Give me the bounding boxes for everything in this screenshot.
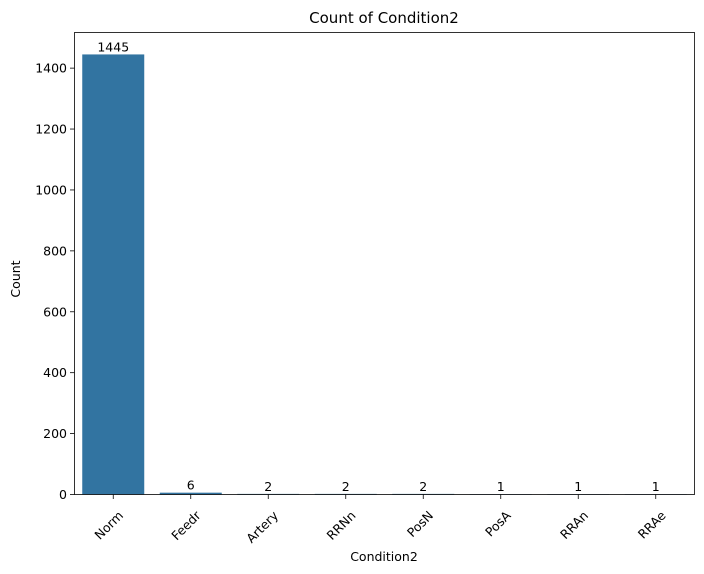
data-labels-group: 1445 6 2 2 2 1 1 1 bbox=[97, 39, 659, 494]
bar-feedr bbox=[159, 492, 222, 495]
chart-title: Count of Condition2 bbox=[309, 9, 459, 27]
y-tick-label-1000: 1000 bbox=[35, 182, 67, 197]
data-label-norm: 1445 bbox=[97, 39, 129, 54]
data-label-feedr: 6 bbox=[187, 478, 195, 493]
y-tick-label-1400: 1400 bbox=[35, 61, 67, 76]
x-tick-label-posa: PosA bbox=[482, 507, 514, 539]
y-axis: 0 200 400 600 800 1000 1200 1400 bbox=[35, 61, 75, 502]
x-tick-label-rrae: RRAe bbox=[635, 508, 669, 542]
y-tick-label-1200: 1200 bbox=[35, 122, 67, 137]
bars-group bbox=[82, 54, 687, 495]
y-axis-label: Count bbox=[8, 260, 23, 297]
data-label-posa: 1 bbox=[497, 479, 505, 494]
y-tick-label-0: 0 bbox=[59, 487, 67, 502]
data-label-posn: 2 bbox=[419, 479, 427, 494]
y-tick-label-800: 800 bbox=[43, 243, 67, 258]
x-tick-label-feedr: Feedr bbox=[168, 507, 204, 543]
x-axis-label: Condition2 bbox=[350, 549, 418, 564]
x-tick-label-posn: PosN bbox=[404, 508, 436, 540]
data-label-artery: 2 bbox=[264, 479, 272, 494]
y-tick-label-600: 600 bbox=[43, 304, 67, 319]
data-label-rrae: 1 bbox=[652, 479, 660, 494]
x-axis: Norm Feedr Artery RRNn PosN PosA RRAn RRAe bbox=[91, 494, 669, 546]
y-tick-label-400: 400 bbox=[43, 365, 67, 380]
bar-norm bbox=[82, 54, 145, 495]
x-tick-label-rran: RRAn bbox=[557, 508, 591, 542]
x-tick-label-norm: Norm bbox=[91, 508, 126, 543]
x-tick-label-artery: Artery bbox=[243, 507, 281, 545]
y-tick-label-200: 200 bbox=[43, 426, 67, 441]
x-tick-label-rrnn: RRNn bbox=[324, 508, 359, 543]
plot-frame bbox=[74, 32, 695, 495]
data-label-rran: 1 bbox=[574, 479, 582, 494]
data-label-rrnn: 2 bbox=[342, 479, 350, 494]
